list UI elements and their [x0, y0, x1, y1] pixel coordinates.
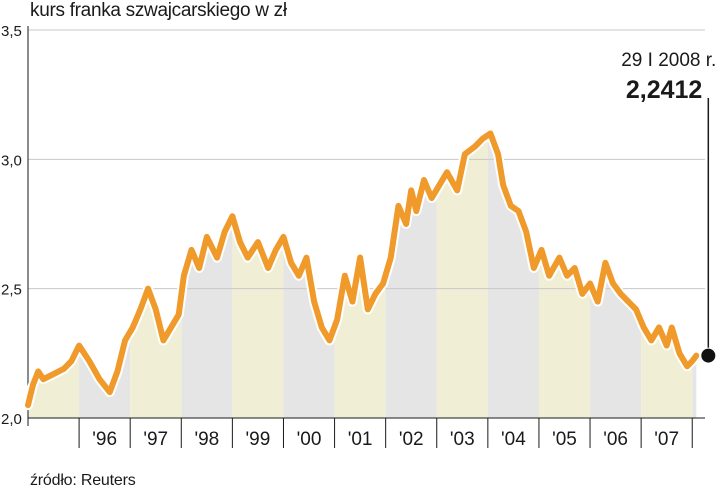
series-line [25, 130, 700, 409]
annotation-value: 2,2412 [626, 76, 702, 104]
series-group [23, 128, 718, 411]
y-axis: 2,0 2,5 3,0 3,5 [1, 23, 29, 428]
x-tick-label: '02 [399, 429, 424, 450]
end-point-marker [699, 346, 718, 365]
area-band-2003 [436, 135, 488, 419]
x-tick-label: '99 [246, 429, 271, 450]
x-tick-label: '03 [450, 429, 475, 450]
area-band-2004 [487, 133, 539, 418]
x-tick-label: '07 [654, 429, 679, 450]
x-tick-label: '06 [603, 429, 628, 450]
source-note: źródło: Reuters [30, 472, 136, 489]
x-tick-label: '97 [143, 429, 168, 450]
annotation-date: 29 I 2008 r. [621, 50, 716, 71]
y-tick-label: 2,0 [1, 411, 22, 428]
area-band-2007 [641, 321, 693, 418]
area-band-1995 [28, 345, 80, 418]
area-band-2000 [283, 236, 335, 418]
gridlines [28, 29, 705, 290]
x-axis: '96 '97 '98 '99 '00 '01 '02 '03 '04 '05 '06 '07 [28, 417, 705, 450]
x-tick-label: '01 [348, 429, 373, 450]
x-tick-label: '00 [297, 429, 322, 450]
area-band-2008 [692, 355, 697, 418]
x-tick-label: '04 [501, 429, 526, 450]
annotation: 29 I 2008 r. 2,2412 [621, 50, 716, 348]
area-band-1997 [130, 290, 182, 418]
y-tick-label: 3,0 [1, 152, 22, 169]
x-tick-label: '05 [552, 429, 577, 450]
y-tick-label: 2,5 [1, 282, 22, 299]
area-band-1996 [79, 331, 131, 418]
y-tick-label: 3,5 [1, 23, 22, 40]
x-tick-label: '98 [194, 429, 219, 450]
x-tick-label: '96 [92, 429, 117, 450]
chart-title: kurs franka szwajcarskiego w zł [30, 0, 287, 21]
